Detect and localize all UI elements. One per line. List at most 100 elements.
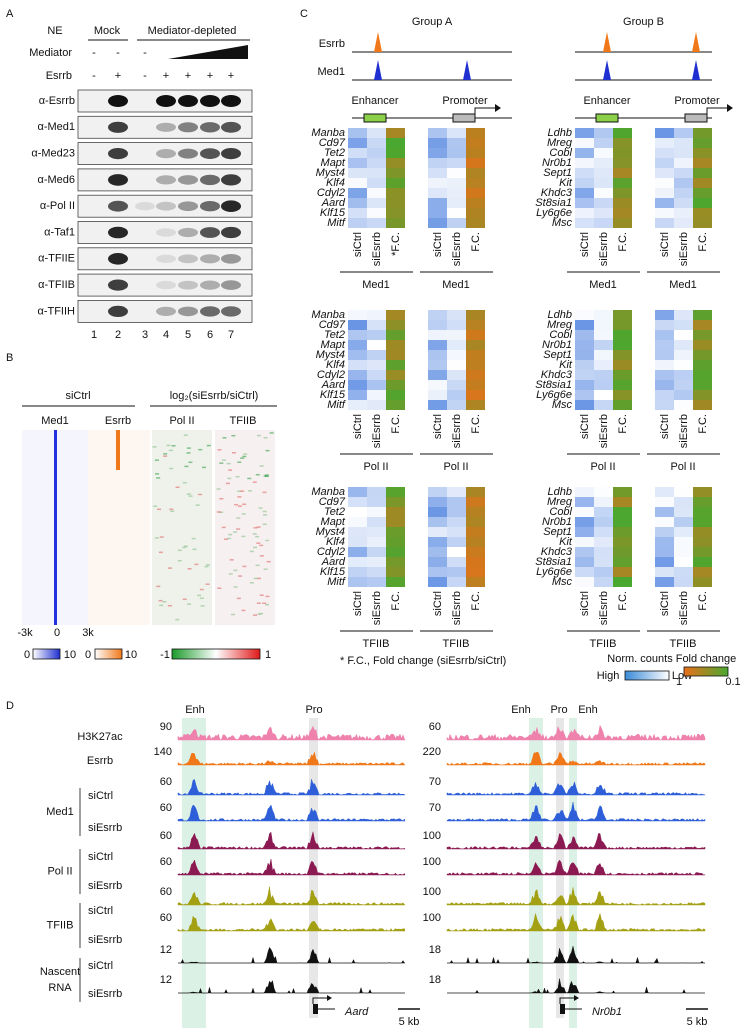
heat-cell — [428, 537, 447, 547]
label: Mapt — [321, 339, 346, 351]
heat-cell — [693, 320, 712, 330]
heat-cell — [613, 370, 632, 380]
label: siCtrl — [352, 414, 364, 439]
heat-cell — [466, 198, 485, 208]
noise — [236, 517, 241, 519]
label: Pol II — [590, 461, 615, 473]
heatmap-line — [116, 430, 120, 470]
heat-cell — [348, 370, 367, 380]
panel-label: D — [6, 700, 14, 712]
label: Tet2 — [324, 329, 345, 341]
label: Kit — [559, 536, 573, 548]
heat-cell — [655, 497, 674, 507]
heatmap-line — [54, 430, 57, 625]
noise — [219, 497, 224, 500]
heat-cell — [693, 178, 712, 188]
label: Klf4 — [326, 536, 345, 548]
heat-cell — [674, 320, 693, 330]
label: Mapt — [321, 516, 346, 528]
heat-cell — [466, 557, 485, 567]
label: Nr0b1 — [542, 339, 572, 351]
band — [156, 280, 176, 290]
band — [178, 175, 198, 185]
heat-cell — [594, 497, 613, 507]
heat-cell — [447, 527, 466, 537]
heat-cell — [466, 380, 485, 390]
heat-cell — [386, 577, 405, 587]
heat-cell — [674, 527, 693, 537]
band — [200, 201, 220, 212]
heat-cell — [655, 517, 674, 527]
heat-cell — [348, 138, 367, 148]
heat-cell — [386, 487, 405, 497]
label: siEsrrb — [451, 232, 463, 266]
noise — [237, 490, 242, 492]
heat-cell — [367, 138, 386, 148]
band — [221, 121, 241, 133]
heat-cell — [613, 340, 632, 350]
heat-cell — [674, 340, 693, 350]
signal-track — [177, 915, 406, 932]
noise — [182, 546, 187, 549]
label: Med1 — [317, 66, 345, 78]
signal-track — [177, 804, 406, 822]
heat-cell — [655, 340, 674, 350]
heat-cell — [367, 350, 386, 360]
heat-cell — [575, 218, 594, 228]
label: Kit — [559, 177, 573, 189]
band — [178, 148, 198, 159]
noise — [158, 599, 163, 602]
heat-cell — [447, 128, 466, 138]
label: Cobl — [549, 147, 572, 159]
heat-cell — [594, 390, 613, 400]
heat-cell — [594, 320, 613, 330]
label: F.C. — [617, 414, 629, 434]
noise — [182, 481, 187, 484]
peak — [692, 32, 700, 52]
heat-cell — [693, 567, 712, 577]
label: High — [597, 670, 620, 682]
colorbar — [683, 666, 729, 677]
heat-cell — [613, 380, 632, 390]
noise — [158, 551, 163, 554]
heat-cell — [594, 128, 613, 138]
label: 60 — [160, 886, 172, 898]
label: Cdyl2 — [317, 187, 345, 199]
heat-cell — [693, 547, 712, 557]
heat-cell — [447, 360, 466, 370]
label: Norm. counts — [607, 653, 673, 665]
noise — [262, 510, 267, 513]
label: Klf4 — [326, 359, 345, 371]
heat-cell — [367, 208, 386, 218]
label: * F.C., Fold change (siEsrrb/siCtrl) — [340, 655, 506, 667]
label: Tet2 — [324, 506, 345, 518]
panel-label: C — [300, 8, 308, 20]
noise — [237, 496, 242, 498]
noise — [240, 490, 245, 492]
heat-cell — [693, 537, 712, 547]
blot — [77, 168, 253, 192]
label: Mock — [94, 25, 121, 37]
label: Promoter — [674, 95, 720, 107]
heat-cell — [613, 198, 632, 208]
heat-cell — [348, 178, 367, 188]
label: 18 — [429, 944, 441, 956]
heat-cell — [674, 330, 693, 340]
band — [135, 202, 155, 211]
label: Mreg — [547, 137, 573, 149]
heat-cell — [348, 350, 367, 360]
label: - — [116, 47, 120, 59]
label: Manba — [311, 309, 345, 321]
label: 0 — [85, 649, 91, 661]
arrowhead — [327, 995, 332, 1001]
noise — [234, 503, 239, 506]
noise — [248, 490, 253, 492]
heat-cell — [693, 390, 712, 400]
heat-cell — [674, 567, 693, 577]
noise — [238, 575, 243, 577]
label: -3k — [17, 627, 33, 639]
heat-cell — [428, 487, 447, 497]
heat-cell — [428, 497, 447, 507]
label: siEsrrb — [88, 934, 122, 946]
label: α-TFIIH — [37, 305, 75, 317]
